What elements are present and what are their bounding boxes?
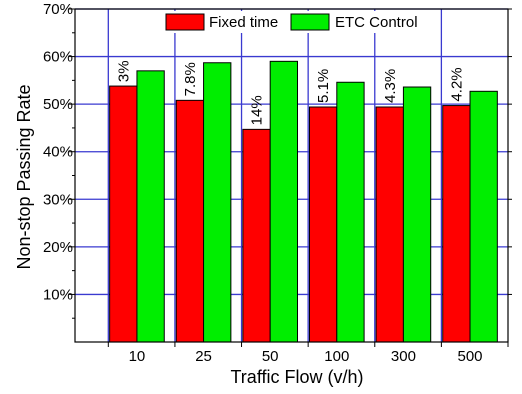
bar-annotation: 14% — [249, 95, 266, 125]
y-tick-label: 70% — [43, 1, 73, 18]
x-tick-label: 25 — [195, 348, 212, 365]
bar-etc-control — [269, 60, 298, 343]
y-tick-label: 60% — [43, 49, 73, 66]
legend-label-fixed-time: Fixed time — [209, 14, 278, 31]
y-axis-label: Non-stop Passing Rate — [14, 84, 34, 269]
x-tick-label: 500 — [458, 348, 483, 365]
bar-fixed-time — [242, 128, 271, 343]
y-tick-label: 50% — [43, 96, 73, 113]
y-tick-label: 30% — [43, 191, 73, 208]
bar-layer — [109, 60, 498, 343]
bar-etc-control — [136, 70, 165, 343]
annotation-layer: 3% 7.8% 14% 5.1% 4.3% 4.2% — [115, 60, 465, 125]
bar-fixed-time — [442, 105, 471, 343]
bar-annotation: 7.8% — [182, 62, 199, 96]
bar-fixed-time — [175, 99, 205, 343]
x-tick-label: 100 — [324, 348, 349, 365]
x-tick-label: 300 — [391, 348, 416, 365]
x-tick-label: 50 — [262, 348, 279, 365]
bar-etc-control — [469, 90, 498, 343]
axis-ticks: 10 25 50 100 300 500 10% 20% 30% 40% 50% 60% 70% — [43, 1, 512, 365]
bar-etc-control — [336, 81, 365, 343]
y-tick-label: 10% — [43, 286, 73, 303]
bar-fixed-time — [308, 106, 338, 343]
bar-annotation: 4.2% — [448, 67, 465, 101]
legend-swatch-etc-control — [290, 13, 330, 31]
legend-swatch-fixed-time — [165, 13, 205, 31]
legend-label-etc-control: ETC Control — [335, 14, 418, 31]
y-tick-label: 40% — [43, 144, 73, 161]
bar-fixed-time — [109, 85, 138, 343]
bar-annotation: 5.1% — [315, 69, 332, 103]
bar-annotation: 3% — [115, 60, 132, 82]
bar-fixed-time — [375, 106, 404, 343]
bar-etc-control — [203, 62, 232, 343]
legend: Fixed time ETC Control — [160, 11, 430, 33]
x-tick-label: 10 — [129, 348, 146, 365]
x-axis-label: Traffic Flow (v/h) — [230, 367, 363, 387]
y-tick-label: 20% — [43, 239, 73, 256]
bar-annotation: 4.3% — [382, 69, 399, 103]
bar-etc-control — [402, 86, 432, 343]
